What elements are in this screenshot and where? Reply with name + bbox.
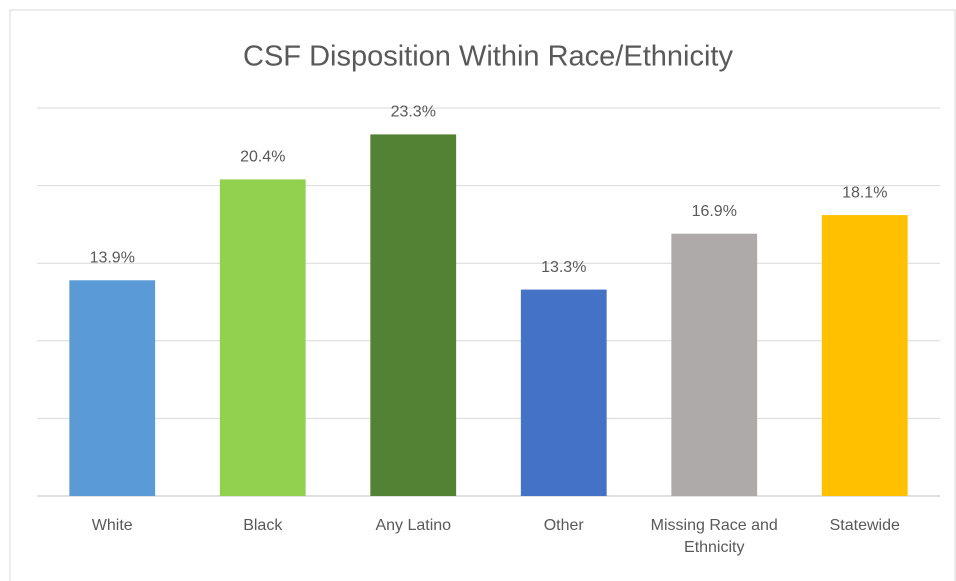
data-label: 13.9% xyxy=(90,249,135,266)
data-label: 18.1% xyxy=(842,184,887,201)
bar xyxy=(520,289,607,496)
chart-title: CSF Disposition Within Race/Ethnicity xyxy=(243,41,733,73)
x-tick-label: Missing Race and Ethnicity xyxy=(650,517,778,556)
data-label: 13.3% xyxy=(541,259,586,276)
chart-border xyxy=(9,9,956,581)
bar xyxy=(821,215,908,496)
x-tick-label: Black xyxy=(243,517,283,534)
x-tick-label: Other xyxy=(543,517,584,534)
bar xyxy=(69,280,156,496)
data-label: 20.4% xyxy=(240,149,285,166)
bar xyxy=(370,134,457,496)
data-label: 16.9% xyxy=(692,203,737,220)
x-tick-label: White xyxy=(91,517,133,534)
x-tick-label: Statewide xyxy=(829,517,900,534)
data-label: 23.3% xyxy=(391,104,436,121)
bar xyxy=(219,179,306,496)
x-tick-label: Any Latino xyxy=(375,517,452,534)
bar xyxy=(671,233,758,496)
